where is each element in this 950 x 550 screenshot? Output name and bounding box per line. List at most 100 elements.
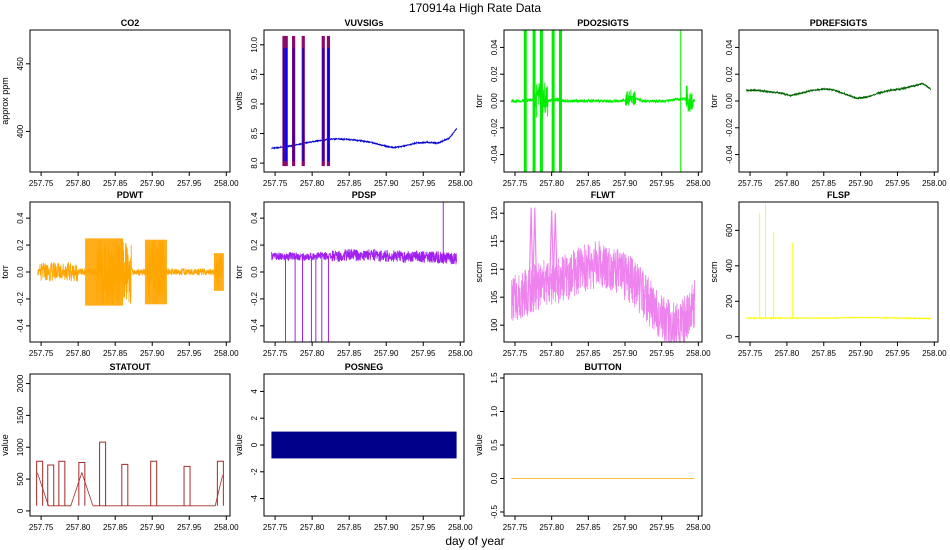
x-tick-label-pdsp-4: 257.95: [411, 349, 436, 358]
axes-box-statout: [29, 373, 231, 517]
plot-area-flwt: [510, 207, 696, 342]
panel-title-flwt: FLWT: [591, 190, 616, 200]
y-tick-label-flwt-1: 105: [490, 290, 499, 304]
statout-pulse-1: [47, 464, 55, 506]
x-tick-label-button-4: 257.95: [649, 523, 674, 532]
y-tick-label-co2-1: 400: [16, 124, 25, 138]
x-tick-label-vuvsigs-0: 257.75: [263, 179, 288, 188]
y-tick-label-vuvsigs-0: 8.0: [250, 157, 259, 169]
y-tick-label-flsp-0: 0: [725, 334, 734, 339]
pdwt-series-line: [37, 239, 223, 306]
statout-pulse-5: [121, 463, 129, 506]
x-tick-label-statout-2: 257.85: [103, 523, 128, 532]
y-tick-label-flwt-4: 120: [490, 206, 499, 220]
pdo2-burst-1: [532, 30, 536, 172]
y-tick-label-vuvsigs-3: 9.5: [250, 68, 259, 80]
pdo2sigts-series-line: [510, 82, 696, 119]
y-tick-label-pdwt-0: -0.4: [16, 318, 25, 332]
x-tick-label-posneg-4: 257.95: [411, 523, 436, 532]
y-tick-label-pdsp-3: 0.2: [250, 239, 259, 251]
x-tick-label-pdwt-0: 257.75: [29, 349, 54, 358]
vuv-burst-core-1: [285, 47, 288, 162]
panel-title-flsp: FLSP: [827, 190, 850, 200]
x-tick-label-statout-3: 257.90: [140, 523, 165, 532]
y-label-pdo2sigts: torr: [474, 94, 484, 108]
statout-series-line: [37, 471, 223, 507]
x-tick-label-vuvsigs-1: 257.80: [300, 179, 325, 188]
y-tick-label-button-2: 0.5: [490, 439, 499, 451]
y-tick-label-statout-3: 1500: [16, 406, 25, 424]
x-tick-label-pdrefsigts-5: 258.00: [922, 179, 947, 188]
pdo2-burst-4: [558, 30, 562, 172]
y-tick-label-pdo2sigts-4: 0.04: [490, 39, 499, 55]
pdwt-burst-3: [213, 253, 224, 291]
y-tick-label-pdo2sigts-0: -0.04: [490, 145, 499, 164]
x-tick-label-button-0: 257.75: [503, 523, 528, 532]
y-tick-label-flwt-2: 110: [490, 262, 499, 275]
x-tick-label-statout-5: 258.00: [214, 523, 239, 532]
plot-area-flsp: [746, 203, 931, 320]
x-tick-label-pdo2sigts-4: 257.95: [649, 179, 674, 188]
x-tick-label-pdrefsigts-1: 257.80: [775, 179, 800, 188]
panel-flsp: FLSP 257.75 257.80 257.85 257.90 257.95 258.00…: [709, 190, 947, 358]
panels-group: CO2 257.75 257.80 257.85 257.90 257.95 258.00 4…: [0, 18, 947, 532]
x-tick-label-co2-1: 257.80: [66, 179, 91, 188]
x-tick-label-flsp-4: 257.95: [885, 349, 910, 358]
x-tick-label-statout-0: 257.75: [29, 523, 54, 532]
x-tick-label-pdsp-1: 257.80: [300, 349, 325, 358]
axes-box-pdrefsigts: [738, 29, 939, 173]
x-tick-label-button-1: 257.80: [539, 523, 564, 532]
x-tick-label-co2-4: 257.95: [177, 179, 202, 188]
x-tick-label-posneg-1: 257.80: [300, 523, 325, 532]
y-tick-label-pdwt-1: -0.2: [16, 291, 25, 305]
x-tick-label-pdsp-2: 257.85: [337, 349, 362, 358]
y-label-button: value: [474, 434, 484, 456]
x-tick-label-flsp-3: 257.90: [848, 349, 873, 358]
pdo2-burst-2: [539, 30, 543, 172]
pdo2-burst-3: [551, 30, 555, 172]
panel-title-pdsp: PDSP: [352, 190, 377, 200]
x-tick-label-flwt-3: 257.90: [613, 349, 638, 358]
axes-box-button: [503, 373, 703, 517]
x-tick-label-pdwt-4: 257.95: [177, 349, 202, 358]
vuvsigs-series-line: [271, 127, 457, 150]
x-tick-label-flwt-2: 257.85: [576, 349, 601, 358]
plot-area-pdrefsigts: [746, 82, 931, 100]
figure-xlabel: day of year: [445, 534, 504, 548]
x-tick-label-co2-2: 257.85: [103, 179, 128, 188]
posneg-band: [271, 431, 457, 459]
x-tick-label-statout-1: 257.80: [66, 523, 91, 532]
x-tick-label-vuvsigs-5: 258.00: [448, 179, 473, 188]
pdrefsigts-series-line: [746, 82, 931, 100]
y-tick-label-flwt-3: 115: [490, 234, 499, 247]
x-tick-label-vuvsigs-3: 257.90: [374, 179, 399, 188]
y-tick-label-statout-2: 1000: [16, 438, 25, 456]
y-label-flsp: sccm: [709, 262, 719, 283]
panel-flwt: FLWT 257.75 257.80 257.85 257.90 257.95 258.00…: [474, 190, 711, 358]
y-label-pdwt: torr: [0, 265, 10, 279]
y-tick-label-pdrefsigts-0: -0.04: [725, 145, 734, 164]
x-tick-label-pdo2sigts-2: 257.85: [576, 179, 601, 188]
panel-title-button: BUTTON: [584, 362, 621, 372]
panel-button: BUTTON 257.75 257.80 257.85 257.90 257.95 258.…: [474, 362, 711, 532]
y-tick-label-pdsp-0: -0.4: [250, 318, 259, 332]
plot-area-statout: [36, 441, 224, 507]
y-tick-label-flsp-1: 200: [725, 294, 734, 308]
y-tick-label-pdsp-4: 0.4: [250, 212, 259, 224]
plot-area-posneg: [271, 431, 457, 459]
x-tick-label-pdrefsigts-2: 257.85: [812, 179, 837, 188]
x-tick-label-flsp-0: 257.75: [738, 349, 763, 358]
y-tick-label-vuvsigs-2: 9.0: [250, 98, 259, 110]
y-tick-label-pdo2sigts-3: 0.02: [490, 66, 499, 82]
y-tick-label-pdwt-4: 0.4: [16, 212, 25, 224]
panel-title-pdo2sigts: PDO2SIGTS: [577, 18, 629, 28]
plot-area-pdsp: [271, 202, 457, 342]
y-tick-label-posneg-4: 4: [250, 389, 259, 394]
x-tick-label-flsp-2: 257.85: [812, 349, 837, 358]
flwt-spike-0: [528, 207, 534, 302]
panel-pdrefsigts: PDREFSIGTS 257.75 257.80 257.85 257.90 257.95…: [709, 18, 947, 188]
pdsp-series-line: [271, 248, 457, 265]
plot-area-vuvsigs: [271, 35, 457, 167]
x-tick-label-pdo2sigts-1: 257.80: [539, 179, 564, 188]
